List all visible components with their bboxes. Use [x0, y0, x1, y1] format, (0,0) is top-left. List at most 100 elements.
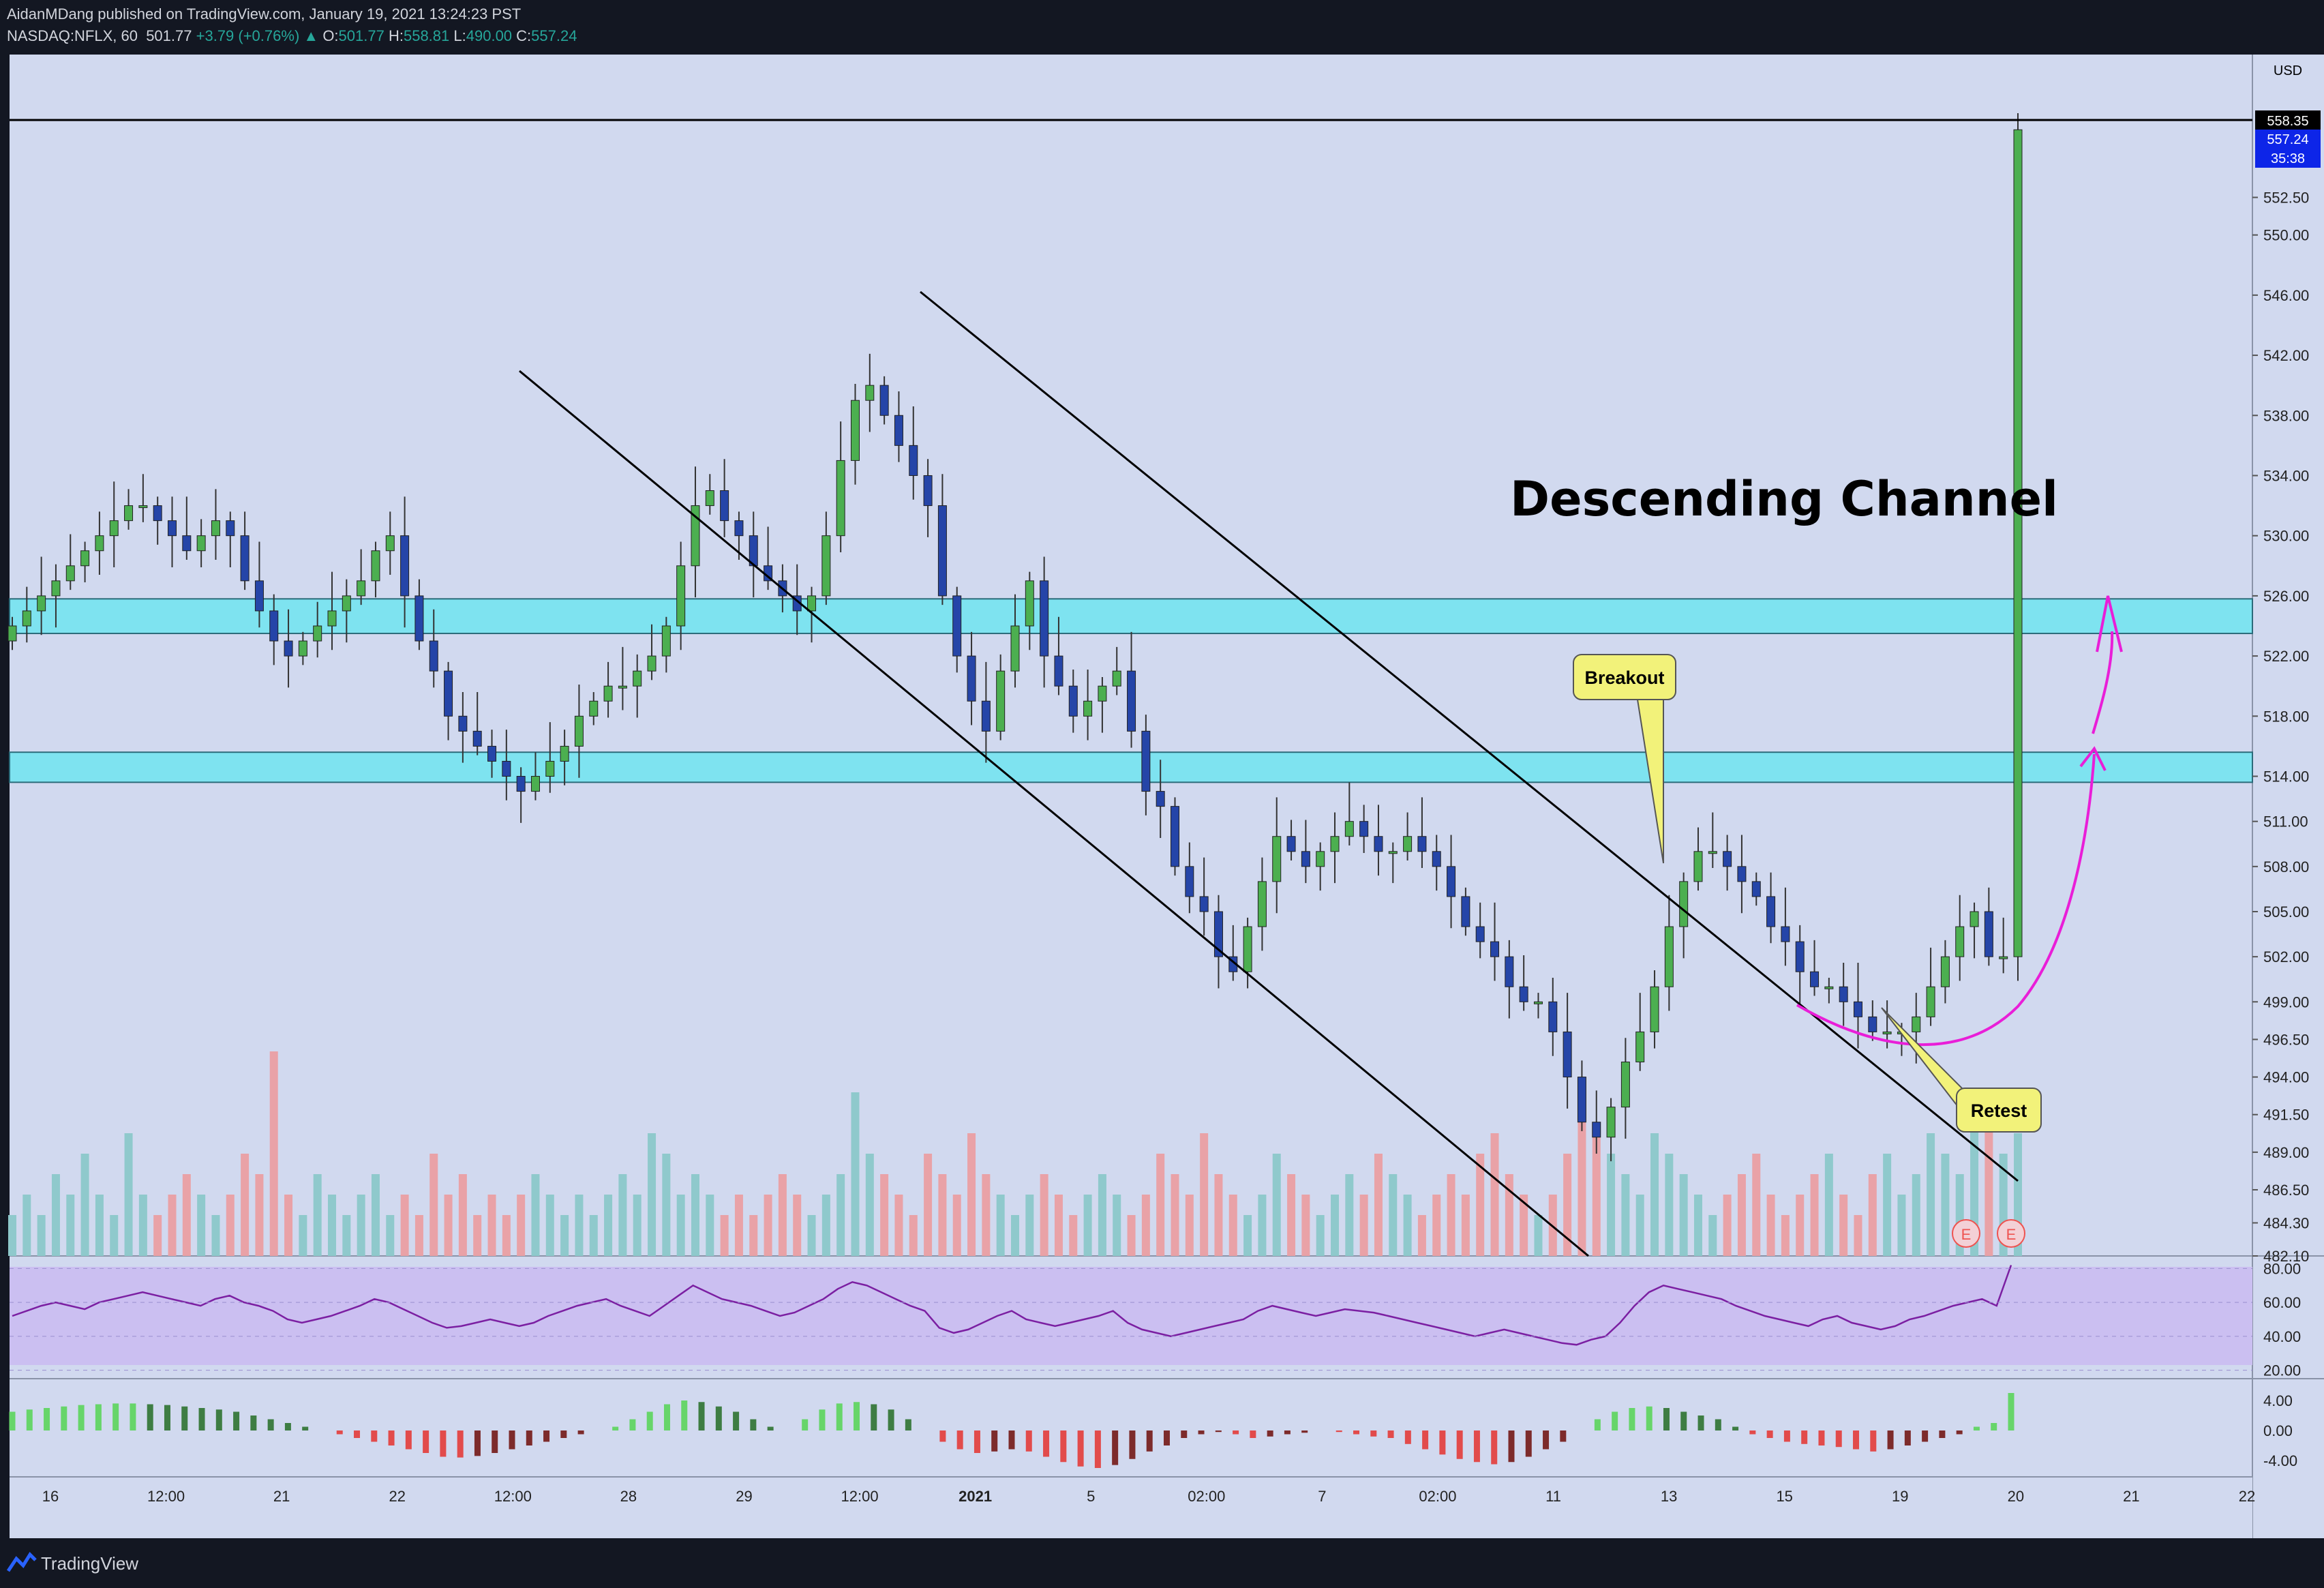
volume-bar-76: [1113, 1195, 1121, 1256]
countdown-text: 35:38: [2271, 151, 2305, 166]
time-tick-19: 22: [2239, 1488, 2255, 1505]
earnings-label-1: E: [1961, 1226, 1972, 1243]
volume-bar-68: [996, 1195, 1005, 1256]
volume-bar-61: [894, 1195, 903, 1256]
volume-bar-1: [22, 1195, 31, 1256]
volume-bar-7: [110, 1215, 119, 1256]
candle-112: [1635, 1031, 1645, 1063]
volume-bar-64: [938, 1174, 947, 1256]
candle-6: [95, 535, 104, 552]
channel-upper-line[interactable]: [920, 290, 2019, 1182]
candle-127: [1853, 1001, 1862, 1017]
volume-bar-59: [865, 1154, 874, 1256]
candle-62: [909, 445, 918, 476]
countdown-tag: [2255, 149, 2321, 168]
candle-106: [1548, 1001, 1558, 1032]
earnings-marker-1[interactable]: E: [1952, 1219, 1980, 1248]
up-arrow-icon: ▲: [303, 27, 319, 44]
candle-104: [1519, 986, 1528, 1002]
volume-bar-80: [1171, 1174, 1179, 1256]
volume-bar-31: [458, 1174, 467, 1256]
symbol-label[interactable]: NASDAQ:NFLX, 60: [7, 27, 138, 44]
volume-bar-20: [299, 1215, 307, 1256]
volume-bar-89: [1301, 1195, 1310, 1256]
breakout-label: Breakout: [1584, 668, 1664, 688]
candle-22: [327, 610, 337, 627]
candle-16: [240, 535, 250, 582]
candle-23: [342, 595, 351, 612]
candle-29: [429, 640, 438, 672]
candle-18: [269, 610, 279, 642]
candle-47: [691, 505, 700, 567]
candle-11: [168, 520, 177, 537]
volume-bar-23: [342, 1215, 351, 1256]
candle-46: [676, 565, 686, 627]
volume-bar-99: [1447, 1174, 1455, 1256]
price-tick-15: 499.00: [2263, 993, 2309, 1010]
volume-bar-79: [1156, 1154, 1165, 1256]
volume-bar-97: [1417, 1215, 1426, 1256]
candle-44: [647, 655, 657, 672]
volume-bar-11: [168, 1195, 177, 1256]
open-label: O:: [322, 27, 339, 44]
volume-bar-36: [531, 1174, 540, 1256]
candle-34: [502, 760, 511, 777]
volume-bar-128: [1868, 1174, 1877, 1256]
candle-50: [734, 520, 744, 537]
candle-69: [1010, 625, 1020, 672]
price-tick-8: 522.00: [2263, 648, 2309, 665]
candle-131: [1912, 1016, 1921, 1032]
volume-bar-21: [313, 1174, 322, 1256]
volume-bar-103: [1505, 1174, 1513, 1256]
osc-level-2: -4.00: [2263, 1452, 2297, 1469]
candle-105: [1533, 1001, 1543, 1004]
volume-bar-52: [764, 1195, 772, 1256]
volume-bar-2: [37, 1215, 46, 1256]
tradingview-logo-icon[interactable]: [7, 1550, 37, 1575]
retest-callout[interactable]: Retest: [1881, 1007, 2042, 1133]
candle-63: [923, 475, 933, 507]
volume-bar-95: [1389, 1174, 1398, 1256]
earnings-label-2: E: [2006, 1226, 2017, 1243]
volume-bar-51: [749, 1215, 758, 1256]
volume-bar-84: [1228, 1195, 1237, 1256]
price-chart[interactable]: Descending Channel Breakout Retest E E 8…: [0, 52, 2324, 1541]
volume-bar-83: [1214, 1174, 1223, 1256]
candle-7: [109, 520, 119, 537]
volume-bar-14: [211, 1215, 220, 1256]
earnings-marker-2[interactable]: E: [1997, 1219, 2025, 1248]
candle-17: [254, 580, 264, 612]
candle-132: [1926, 986, 1935, 1017]
volume-bar-16: [241, 1154, 250, 1256]
resistance-zone-2: [9, 751, 2253, 783]
descending-channel-label: Descending Channel: [1510, 471, 2058, 527]
time-tick-5: 28: [620, 1488, 637, 1505]
candle-31: [458, 715, 468, 732]
candle-85: [1243, 926, 1252, 972]
candle-101: [1475, 926, 1485, 942]
candle-128: [1868, 1016, 1877, 1032]
close-label: C:: [516, 27, 532, 44]
channel-lower-line[interactable]: [519, 370, 1589, 1257]
price-tick-2: 546.00: [2263, 287, 2309, 304]
volume-bar-45: [662, 1154, 671, 1256]
volume-bar-98: [1432, 1195, 1441, 1256]
volume-bar-0: [8, 1215, 16, 1256]
candle-27: [400, 535, 410, 597]
time-tick-9: 5: [1087, 1488, 1095, 1505]
volume-bar-53: [778, 1174, 787, 1256]
candle-107: [1563, 1031, 1572, 1078]
volume-bar-27: [400, 1195, 409, 1256]
candle-122: [1781, 926, 1790, 942]
candle-89: [1301, 851, 1310, 867]
volume-bar-18: [269, 1051, 278, 1256]
breakout-callout[interactable]: Breakout: [1573, 654, 1676, 864]
tradingview-brand[interactable]: TradingView: [41, 1553, 139, 1574]
volume-bar-48: [706, 1195, 714, 1256]
volume-bar-92: [1345, 1174, 1354, 1256]
volume-bar-71: [1040, 1174, 1048, 1256]
time-axis: [10, 1477, 2252, 1538]
volume-bar-102: [1490, 1133, 1499, 1256]
candle-114: [1664, 926, 1674, 987]
candle-57: [836, 460, 845, 537]
